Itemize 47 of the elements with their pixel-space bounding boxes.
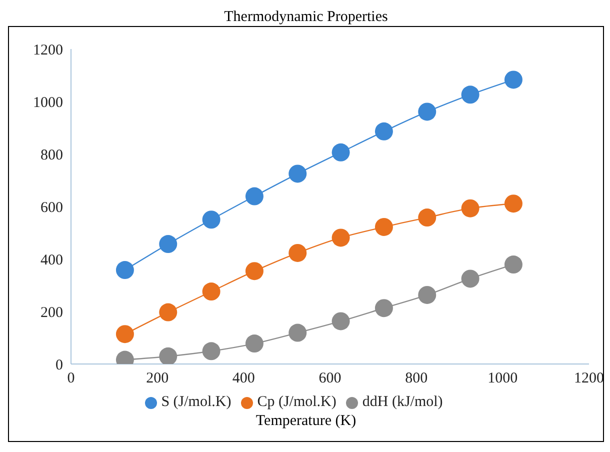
point bbox=[418, 102, 436, 121]
x-axis-title: Temperature (K) bbox=[254, 413, 358, 430]
point bbox=[288, 324, 307, 342]
y-tick-label: 600 bbox=[40, 200, 63, 216]
x-tick-label: 1000 bbox=[488, 370, 518, 387]
point bbox=[332, 312, 350, 330]
y-tick-label: 800 bbox=[40, 147, 63, 164]
point bbox=[245, 187, 264, 206]
point bbox=[461, 270, 480, 288]
point bbox=[374, 218, 393, 236]
point bbox=[332, 143, 350, 162]
point bbox=[202, 210, 220, 229]
legend-label: Cp (J/mol.K) bbox=[257, 394, 336, 410]
y-tick-label: 0 bbox=[56, 357, 63, 374]
point bbox=[504, 256, 522, 274]
point bbox=[504, 70, 522, 89]
point bbox=[116, 261, 134, 280]
point bbox=[159, 235, 178, 254]
point bbox=[159, 303, 178, 322]
point bbox=[159, 347, 178, 364]
legend-label: ddH (kJ/mol) bbox=[362, 394, 443, 410]
y-tick-label: 200 bbox=[40, 304, 63, 321]
point bbox=[202, 282, 220, 301]
chart-title: Thermodynamic Properties bbox=[223, 8, 389, 26]
point bbox=[418, 208, 436, 227]
point bbox=[202, 342, 220, 360]
point bbox=[461, 199, 480, 218]
x-tick-label: 800 bbox=[405, 370, 428, 387]
point bbox=[245, 334, 264, 353]
point bbox=[418, 286, 436, 304]
point bbox=[504, 194, 522, 213]
point bbox=[288, 244, 307, 262]
point bbox=[288, 164, 307, 183]
y-tick-label: 1200 bbox=[33, 42, 63, 58]
y-tick-label: 400 bbox=[40, 252, 63, 268]
point bbox=[245, 262, 264, 280]
point bbox=[461, 86, 480, 104]
y-tick-label: 1000 bbox=[33, 94, 63, 111]
point bbox=[332, 228, 350, 247]
legend-label: S (J/mol.K) bbox=[161, 394, 232, 410]
point bbox=[116, 325, 134, 344]
x-tick-label: 600 bbox=[318, 370, 342, 387]
x-tick-label: 0 bbox=[67, 370, 75, 387]
point bbox=[374, 122, 393, 140]
x-tick-label: 400 bbox=[232, 370, 255, 387]
x-tick-label: 200 bbox=[146, 370, 169, 387]
point bbox=[374, 299, 393, 318]
